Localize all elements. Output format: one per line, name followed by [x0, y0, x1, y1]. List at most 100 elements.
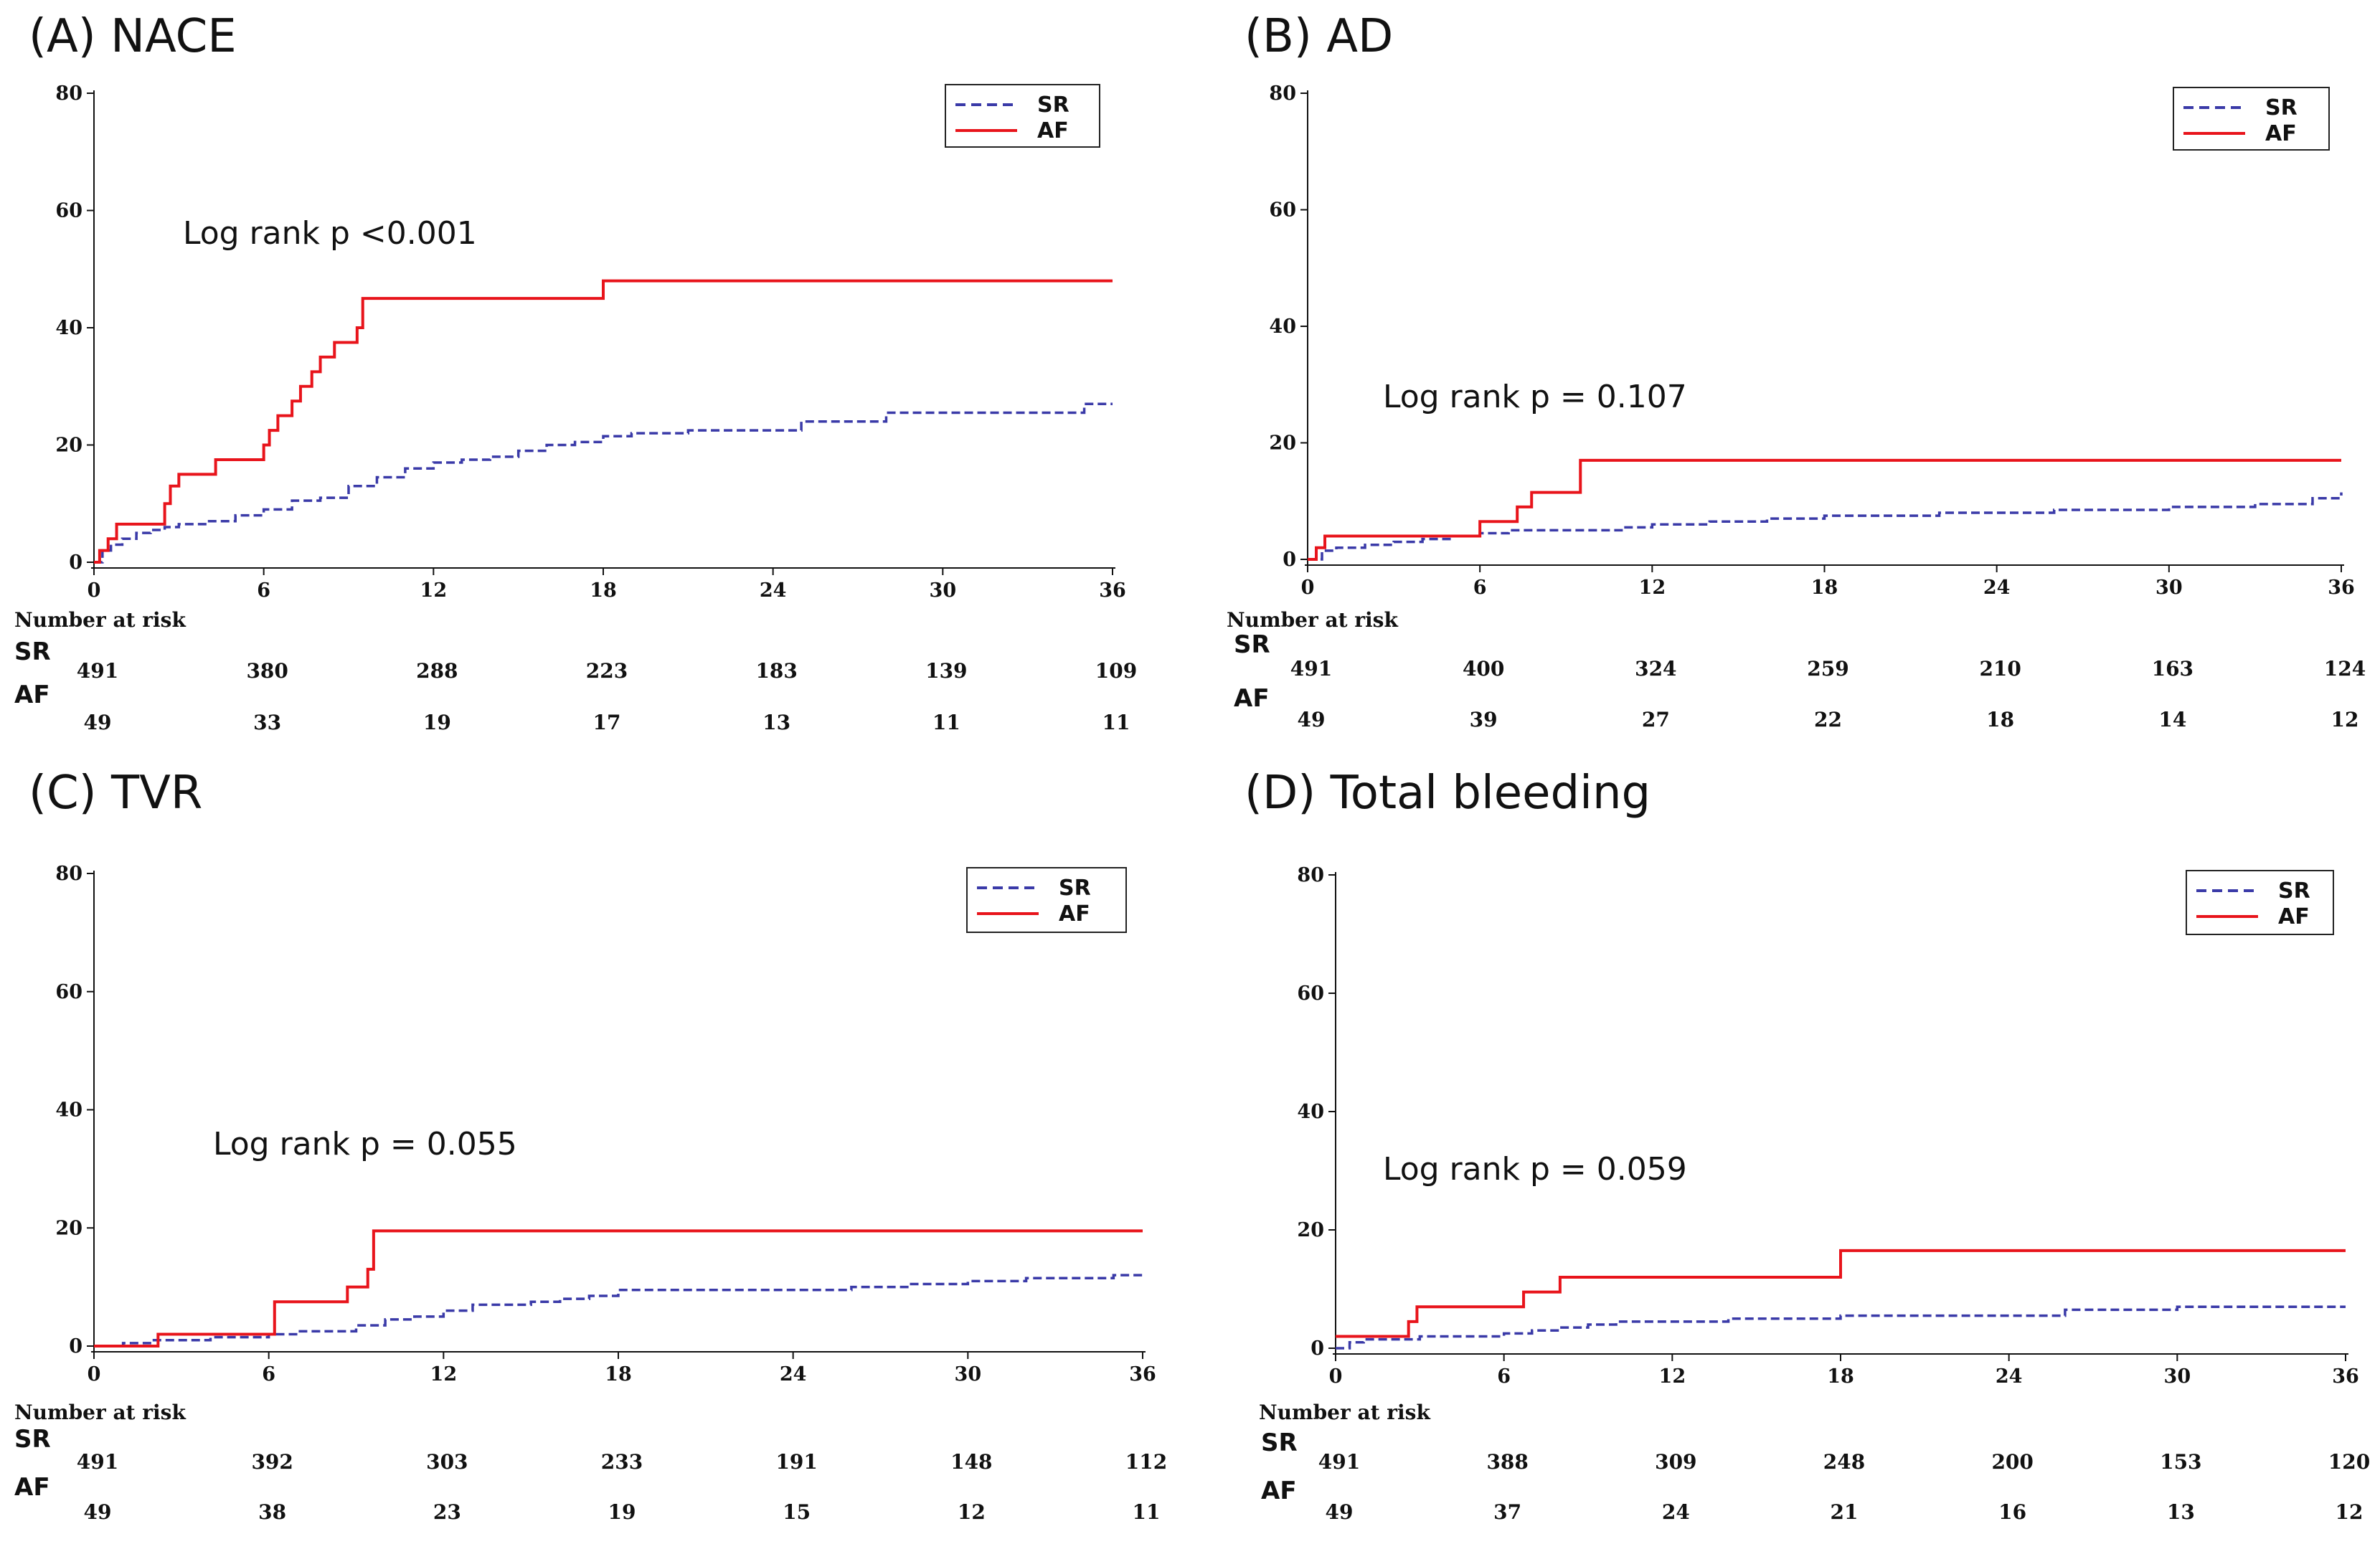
panel-3: (C) TVR 0 20 40 60 80 0 6 12 18 24 30 36 Log rank p =…	[14, 767, 1167, 1524]
risk-value: 210	[1979, 657, 2021, 681]
panel-title: (B) AD	[1245, 10, 1393, 63]
x-tick-label: 18	[1811, 577, 1838, 599]
x-tick-label: 6	[1473, 577, 1487, 599]
x-tick-label: 12	[420, 579, 448, 602]
risk-value: 153	[2160, 1450, 2201, 1474]
risk-value: 491	[1318, 1450, 1360, 1474]
series-line-af	[1308, 458, 2341, 561]
y-tick-label: 20	[1269, 432, 1296, 455]
x-tick-label: 18	[1827, 1365, 1854, 1388]
panel-title: (D) Total bleeding	[1245, 767, 1651, 820]
risk-value: 24	[1662, 1500, 1690, 1524]
series-line-af	[94, 279, 1113, 564]
y-tick-label: 80	[55, 82, 82, 105]
y-tick-label: 80	[1269, 82, 1296, 105]
risk-row-label-af: AF	[1234, 684, 1270, 713]
legend-label-af: AF	[2265, 121, 2297, 146]
risk-value: 288	[416, 659, 458, 683]
legend-label-sr: SR	[1059, 876, 1091, 901]
risk-row-label-af: AF	[1261, 1477, 1297, 1505]
risk-row-label-sr: SR	[1261, 1429, 1298, 1457]
risk-value: 22	[1814, 708, 1842, 731]
risk-value: 491	[1290, 657, 1332, 681]
y-tick-label: 0	[69, 1335, 82, 1358]
y-tick-label: 80	[55, 863, 82, 885]
x-tick-label: 36	[1099, 579, 1126, 602]
risk-value: 38	[258, 1500, 286, 1524]
y-tick-label: 80	[1297, 864, 1324, 886]
y-tick-label: 0	[1311, 1337, 1324, 1360]
y-tick-label: 60	[1297, 982, 1324, 1005]
x-tick-label: 24	[1996, 1365, 2023, 1388]
risk-value: 18	[1986, 708, 2014, 731]
risk-value: 139	[925, 659, 967, 683]
y-tick-label: 40	[1269, 316, 1296, 338]
panel-title: (A) NACE	[29, 10, 237, 63]
risk-value: 191	[775, 1450, 817, 1474]
y-tick-label: 60	[1269, 199, 1296, 222]
risk-value: 14	[2158, 708, 2186, 731]
y-tick-label: 60	[55, 200, 82, 222]
risk-row-label-sr: SR	[14, 638, 51, 666]
x-tick-label: 30	[930, 579, 957, 602]
legend-label-af: AF	[2278, 904, 2310, 929]
x-tick-label: 0	[1329, 1365, 1343, 1388]
y-tick-label: 60	[55, 981, 82, 1003]
x-tick-label: 24	[1983, 577, 2011, 599]
risk-value: 11	[1133, 1500, 1161, 1524]
x-tick-label: 24	[760, 579, 787, 602]
risk-value: 49	[84, 711, 112, 734]
x-tick-label: 12	[1639, 577, 1666, 599]
risk-value: 112	[1125, 1450, 1167, 1474]
x-tick-label: 12	[430, 1363, 458, 1386]
risk-value: 49	[84, 1500, 112, 1524]
risk-table-title: Number at risk	[14, 1401, 186, 1424]
risk-value: 309	[1655, 1450, 1696, 1474]
risk-table: Number at risk SR 491 388 309 248 200 153 120 AF 4…	[1259, 1401, 2370, 1524]
risk-value: 12	[2336, 1500, 2364, 1524]
risk-row-label-sr: SR	[1234, 630, 1270, 659]
risk-value: 27	[1642, 708, 1670, 731]
x-tick-label: 6	[257, 579, 270, 602]
x-tick-label: 6	[262, 1363, 275, 1386]
risk-value: 49	[1298, 708, 1326, 731]
risk-value: 148	[950, 1450, 992, 1474]
x-tick-label: 12	[1659, 1365, 1686, 1388]
y-tick-label: 40	[1297, 1101, 1324, 1123]
x-tick-label: 30	[955, 1363, 982, 1386]
risk-value: 400	[1463, 657, 1504, 681]
risk-value: 39	[1470, 708, 1498, 731]
risk-value: 37	[1493, 1500, 1521, 1524]
y-tick-label: 40	[55, 317, 82, 339]
panel-4: (D) Total bleeding 0 20 40 60 80 0 6 12 18 24 30 36 L…	[1245, 767, 2370, 1524]
risk-value: 200	[1991, 1450, 2033, 1474]
series-line-sr	[1308, 492, 2343, 561]
panel-2: (B) AD 0 20 40 60 80 0 6 12 18 24 30 36 Log rank p = …	[1227, 10, 2366, 731]
panel-1: (A) NACE 0 20 40 60 80 0 6 12 18 24 30 36 Log rank p …	[14, 10, 1137, 734]
risk-value: 223	[586, 659, 628, 683]
risk-table: Number at risk SR 491 380 288 223 183 139 109 AF 4…	[14, 608, 1137, 734]
panel-title: (C) TVR	[29, 767, 202, 820]
risk-value: 491	[77, 659, 118, 683]
legend-box	[945, 84, 1100, 148]
x-tick-label: 0	[88, 1363, 101, 1386]
legend-label-sr: SR	[2265, 95, 2298, 120]
legend-box	[2186, 870, 2334, 935]
risk-table-title: Number at risk	[1227, 608, 1398, 632]
risk-value: 19	[423, 711, 451, 734]
series-line-af	[94, 1229, 1143, 1348]
risk-value: 13	[2167, 1500, 2195, 1524]
risk-value: 392	[251, 1450, 293, 1474]
risk-value: 15	[783, 1500, 811, 1524]
risk-value: 21	[1831, 1500, 1859, 1524]
y-tick-label: 40	[55, 1099, 82, 1122]
series-line-af	[1336, 1249, 2346, 1338]
x-tick-label: 36	[1129, 1363, 1156, 1386]
risk-row-label-sr: SR	[14, 1425, 51, 1454]
log-rank-annotation: Log rank p = 0.107	[1383, 379, 1687, 415]
